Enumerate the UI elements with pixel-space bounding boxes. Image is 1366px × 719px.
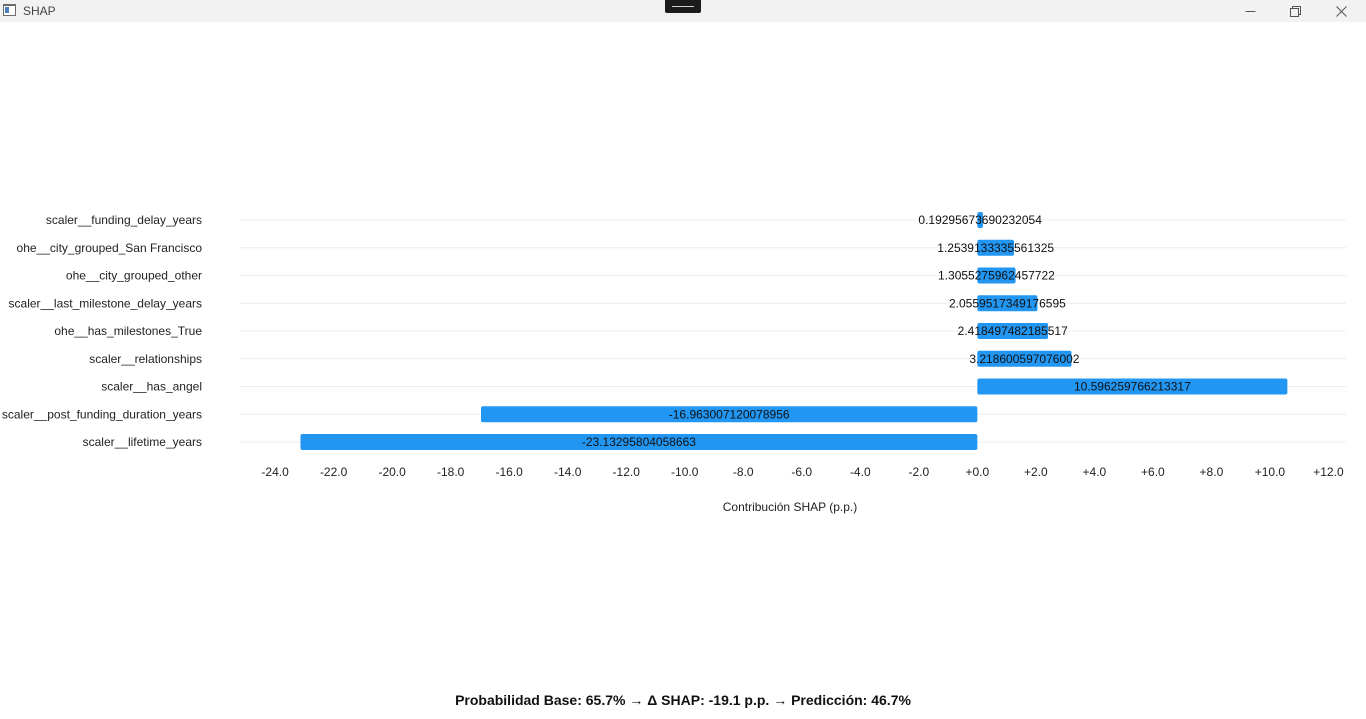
value-label: 2.0559517349176595 <box>949 296 1066 310</box>
bar <box>977 267 1016 284</box>
x-tick-label: -10.0 <box>671 465 699 479</box>
bar <box>977 295 1038 312</box>
value-label: 1.3055275962457722 <box>938 269 1055 283</box>
restore-icon <box>1289 5 1301 17</box>
x-tick-label: +8.0 <box>1200 465 1224 479</box>
x-tick-label: +4.0 <box>1083 465 1107 479</box>
window-title: SHAP <box>23 4 56 18</box>
x-tick-label: -8.0 <box>733 465 754 479</box>
category-label: scaler__has_angel <box>101 380 202 394</box>
category-label: scaler__last_milestone_delay_years <box>9 296 202 310</box>
category-label: scaler__lifetime_years <box>83 435 202 449</box>
x-tick-label: +12.0 <box>1313 465 1344 479</box>
category-label: scaler__funding_delay_years <box>46 213 202 227</box>
value-label: 0.19295673690232054 <box>918 213 1042 227</box>
x-tick-label: -22.0 <box>320 465 348 479</box>
minimize-icon <box>1245 10 1255 12</box>
category-label: ohe__has_milestones_True <box>54 324 202 338</box>
x-tick-label: -18.0 <box>437 465 465 479</box>
value-label: 10.596259766213317 <box>1074 380 1191 394</box>
x-tick-label: -24.0 <box>261 465 289 479</box>
bar <box>977 239 1015 256</box>
value-label: -16.963007120078956 <box>669 407 790 421</box>
drag-handle[interactable] <box>665 0 701 13</box>
bar <box>977 212 983 228</box>
category-label: ohe__city_grouped_other <box>66 269 202 283</box>
close-icon <box>1335 5 1347 17</box>
x-axis-label: Contribución SHAP (p.p.) <box>723 500 858 514</box>
shap-bar-chart: scaler__funding_delay_years 0.19295673690… <box>2 212 1346 514</box>
x-tick-label: +2.0 <box>1024 465 1048 479</box>
title-bar[interactable]: SHAP <box>0 0 1366 22</box>
x-tick-label: -12.0 <box>613 465 641 479</box>
value-label: 1.2539133335561325 <box>937 241 1054 255</box>
value-label: 3.218600597076002 <box>969 352 1079 366</box>
x-tick-label: -14.0 <box>554 465 582 479</box>
bar <box>977 378 1288 395</box>
x-tick-label: -16.0 <box>496 465 524 479</box>
window-app-icon <box>3 4 16 16</box>
x-tick-label: -20.0 <box>378 465 406 479</box>
x-tick-label: +10.0 <box>1255 465 1286 479</box>
bar <box>481 406 978 423</box>
bar <box>300 434 978 450</box>
bar <box>977 350 1072 367</box>
x-tick-label: -2.0 <box>908 465 929 479</box>
category-label: scaler__relationships <box>89 352 202 366</box>
value-label: -23.13295804058663 <box>582 435 696 449</box>
category-label: scaler__post_funding_duration_years <box>2 407 202 421</box>
x-tick-label: -4.0 <box>850 465 871 479</box>
close-button[interactable] <box>1318 0 1364 22</box>
bar <box>977 323 1049 339</box>
restore-button[interactable] <box>1272 0 1318 22</box>
x-tick-label: -6.0 <box>791 465 812 479</box>
x-tick-label: +6.0 <box>1141 465 1165 479</box>
minimize-button[interactable] <box>1227 0 1273 22</box>
prediction-summary: Probabilidad Base: 65.7% → Δ SHAP: -19.1… <box>455 692 911 708</box>
category-label: ohe__city_grouped_San Francisco <box>17 241 203 255</box>
value-label: 2.418497482185517 <box>958 324 1068 338</box>
x-tick-label: +0.0 <box>965 465 989 479</box>
